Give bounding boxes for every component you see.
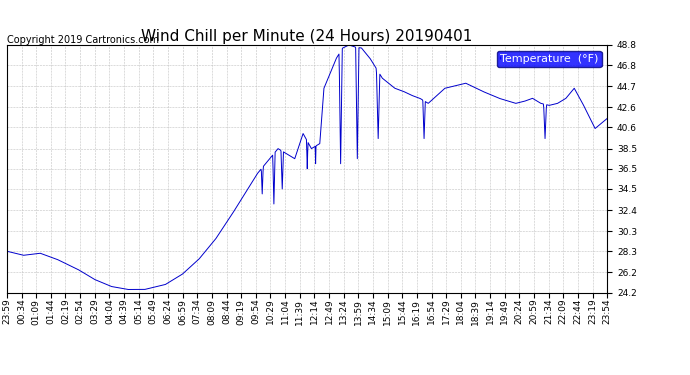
Legend: Temperature  (°F): Temperature (°F) <box>497 51 602 67</box>
Title: Wind Chill per Minute (24 Hours) 20190401: Wind Chill per Minute (24 Hours) 2019040… <box>141 29 473 44</box>
Text: Copyright 2019 Cartronics.com: Copyright 2019 Cartronics.com <box>7 35 159 45</box>
